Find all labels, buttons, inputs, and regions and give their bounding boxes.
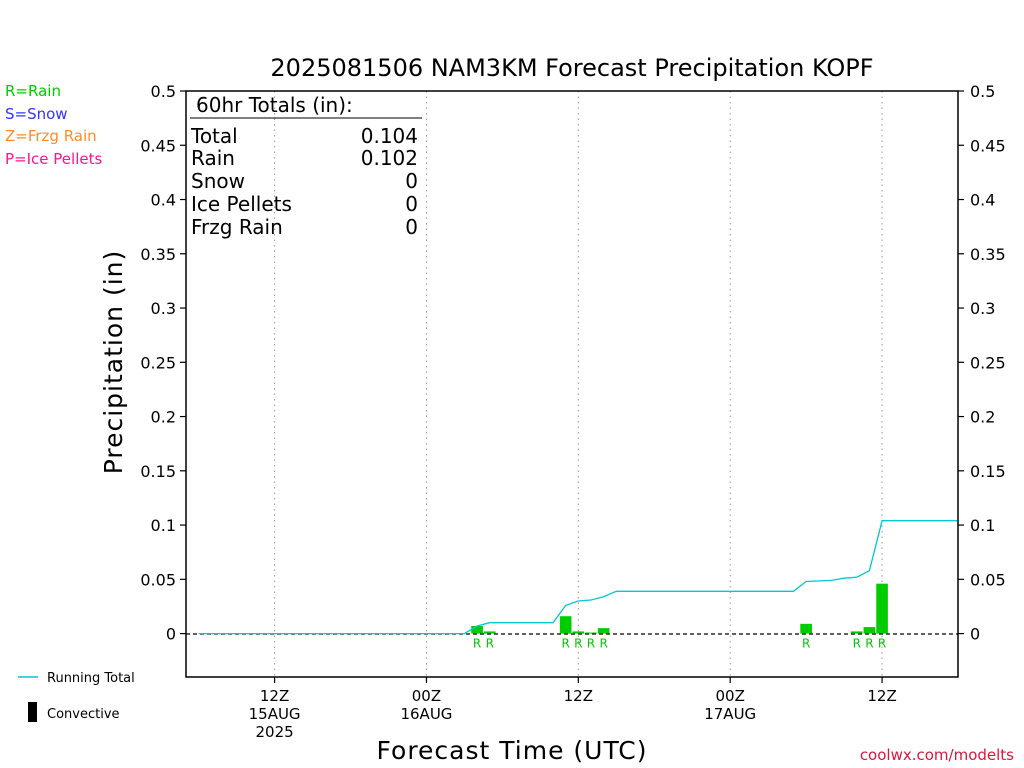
x-tick-label: 16AUG [400,705,452,723]
totals-header: 60hr Totals (in): [196,93,353,117]
precip-type-label: R [486,637,494,651]
y-tick-label-left: 0 [166,625,176,644]
y-axis-right: 0 0.05 0.1 0.15 0.2 0.25 0.3 0.35 0.4 0.45 0.5 [958,82,1006,644]
precip-bar [863,627,876,634]
precip-bar [559,616,572,634]
convective-legend-swatch [28,702,37,722]
y-tick-label-right: 0.05 [970,570,1006,589]
running-total-legend-label: Running Total [47,671,135,686]
totals-label-ice-pellets: Ice Pellets [191,192,292,216]
precip-type-label: R [853,637,861,651]
precip-bar [585,632,597,634]
precip-type-label: R [473,637,481,651]
plot-frame [185,90,959,678]
totals-value-ice-pellets: 0 [405,192,418,216]
precip-type-label: R [802,637,810,651]
precip-bar [471,625,483,634]
precip-type-label: R [878,637,886,651]
y-tick-label-right: 0.35 [970,245,1006,264]
y-tick-label-left: 0.4 [151,191,176,210]
legend-rain: R=Rain [5,82,61,100]
y-tick-label-right: 0.5 [970,82,995,101]
precip-type-label: R [587,637,595,651]
y-tick-label-left: 0.15 [140,462,176,481]
x-tick-label: 00Z [716,687,745,705]
x-tick-label: 12Z [260,687,289,705]
y-tick-label-left: 0.2 [151,408,176,427]
totals-label-snow: Snow [191,169,245,193]
y-tick-label-right: 0.25 [970,353,1006,372]
totals-label-rain: Rain [191,146,235,170]
y-tick-label-right: 0.15 [970,462,1006,481]
precip-bar [850,631,863,634]
totals-value-total: 0.104 [361,124,418,148]
precip-type-label: R [865,637,873,651]
bars [471,583,888,634]
precip-type-label: R [599,637,607,651]
y-tick-label-left: 0.45 [140,136,176,155]
y-tick-label-left: 0.05 [140,570,176,589]
convective-legend-label: Convective [47,707,120,722]
totals-label-frzg-rain: Frzg Rain [191,215,283,239]
y-tick-label-right: 0.2 [970,408,995,427]
precip-bar [483,631,496,634]
precip-bar [572,631,585,634]
x-axis-title: Forecast Time (UTC) [377,736,648,765]
y-tick-label-right: 0.3 [970,299,995,318]
totals-value-rain: 0.102 [361,146,418,170]
x-tick-label: 12Z [564,687,593,705]
running-total-line [198,520,958,635]
precip-bar [800,623,812,634]
x-tick-label: 12Z [867,687,896,705]
y-tick-label-left: 0.3 [151,299,176,318]
precip-type-label: R [562,637,570,651]
totals-value-frzg-rain: 0 [405,215,418,239]
precip-type-label: R [574,637,582,651]
chart-title: 2025081506 NAM3KM Forecast Precipitation… [270,54,873,82]
credit-text: coolwx.com/modelts [860,746,1014,764]
y-axis-title: Precipitation (in) [99,250,128,475]
totals-label-total: Total [190,124,238,148]
y-tick-label-left: 0.25 [140,353,176,372]
y-tick-label-right: 0.45 [970,136,1006,155]
precip-bar [876,583,888,634]
legend-frzg-rain: Z=Frzg Rain [5,127,97,145]
running-total-series [198,520,958,635]
totals-box: 60hr Totals (in): Total 0.104 Rain 0.102… [190,93,422,239]
y-tick-label-left: 0.5 [151,82,176,101]
y-tick-label-left: 0.35 [140,245,176,264]
x-tick-label: 00Z [412,687,441,705]
y-tick-label-right: 0.1 [970,516,995,535]
totals-value-snow: 0 [405,169,418,193]
legend-ice-pellets: P=Ice Pellets [5,150,102,168]
y-tick-label-right: 0 [970,625,980,644]
y-tick-label-right: 0.4 [970,191,995,210]
y-axis-left: 0 0.05 0.1 0.15 0.2 0.25 0.3 0.35 0.4 0.45 0.5 [140,82,186,644]
y-tick-label-left: 0.1 [151,516,176,535]
legend-snow: S=Snow [5,105,68,123]
x-tick-label: 17AUG [704,705,756,723]
x-tick-label: 15AUG [249,705,301,723]
x-tick-label: 2025 [255,723,293,741]
precip-bar [597,628,610,634]
